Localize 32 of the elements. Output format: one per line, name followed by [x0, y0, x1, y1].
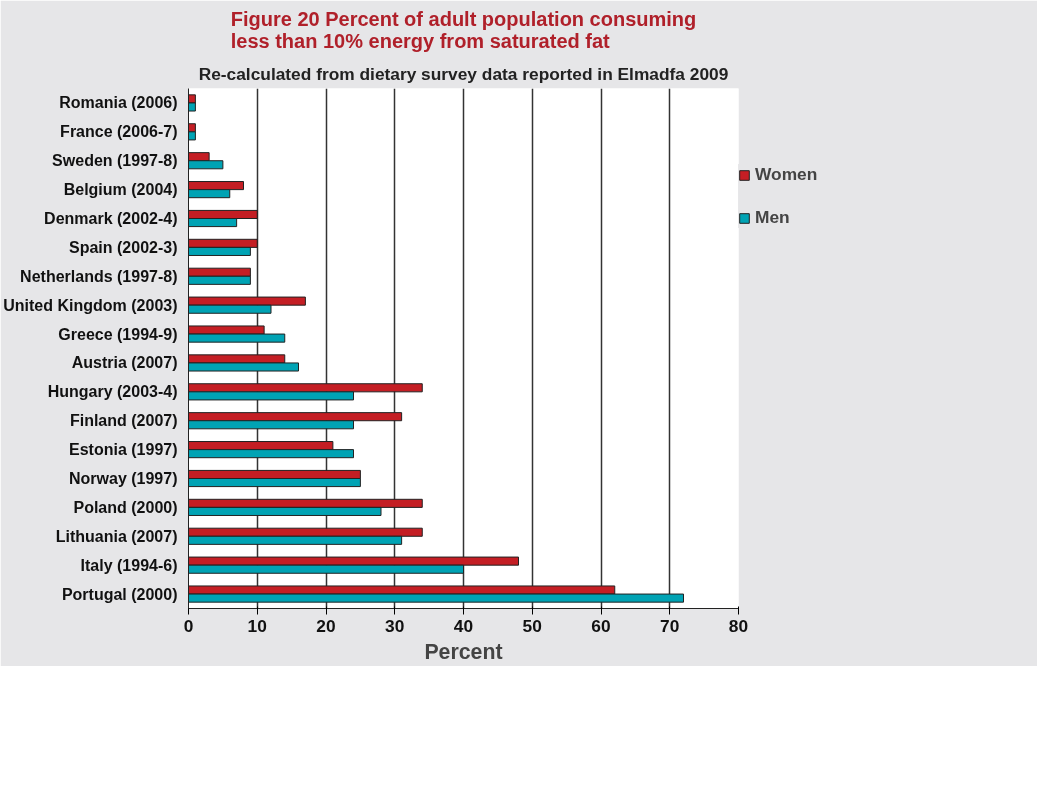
y-tick-label: Belgium (2004): [63, 181, 178, 199]
x-tick-label: 30: [385, 615, 405, 636]
chart-subtitle: Re-calculated from dietary survey data reported in Elmadfa 2009: [198, 63, 729, 84]
y-tick-label: Greece (1994-9): [58, 325, 178, 343]
y-tick-label: Netherlands (1997-8): [20, 267, 178, 285]
x-tick-label: 20: [316, 615, 336, 636]
y-tick-label: Poland (2000): [73, 498, 178, 516]
y-tick-label: Spain (2002-3): [69, 238, 178, 256]
y-tick-label: Romania (2006): [59, 94, 178, 112]
x-tick-label: 80: [728, 615, 749, 636]
x-tick-label: 0: [183, 615, 194, 636]
x-tick-label: 40: [453, 615, 474, 636]
legend-label: Women: [755, 164, 818, 185]
y-tick-label: Sweden (1997-8): [52, 152, 178, 170]
x-tick-label: 60: [591, 615, 611, 636]
x-tick-label: 50: [522, 615, 542, 636]
y-tick-label: Hungary (2003-4): [47, 383, 178, 401]
x-tick-label: 10: [247, 615, 267, 636]
y-tick-label: Portugal (2000): [61, 585, 178, 603]
x-axis-title: Percent: [424, 639, 503, 664]
y-tick-label: Finland (2007): [69, 412, 178, 430]
y-tick-label: Estonia (1997): [69, 441, 178, 459]
y-tick-label: Norway (1997): [69, 470, 178, 487]
legend-label: Men: [755, 207, 790, 228]
y-tick-label: United Kingdom (2003): [3, 296, 178, 314]
y-tick-label: Denmark (2002-4): [44, 210, 178, 227]
chart-title: Figure 20 Percent of adult population consuming less than 10% energy from saturated fat: [230, 7, 697, 52]
y-tick-label: Italy (1994-6): [80, 556, 178, 574]
y-tick-label: France (2006-7): [60, 123, 178, 141]
x-tick-label: 70: [660, 615, 680, 636]
y-tick-label: Austria (2007): [71, 354, 178, 372]
y-tick-label: Lithuania (2007): [55, 527, 178, 545]
